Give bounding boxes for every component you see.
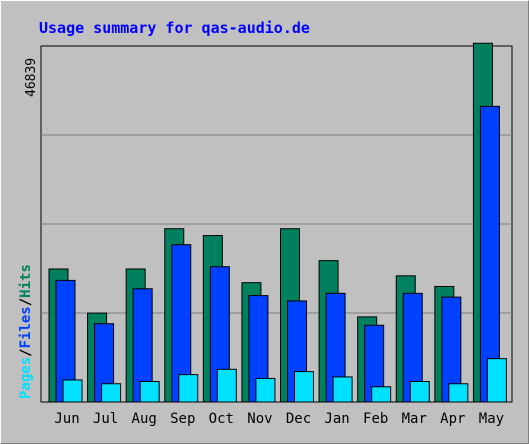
y-max-label: 46839 bbox=[24, 58, 39, 97]
bar-files bbox=[479, 105, 500, 403]
x-tick-label: Nov bbox=[247, 411, 272, 427]
bar-pages bbox=[62, 379, 83, 403]
bar-pages bbox=[294, 371, 314, 403]
legend-separator: / bbox=[18, 298, 34, 306]
x-tick-label: Sep bbox=[170, 411, 195, 427]
x-tick-label: Mar bbox=[402, 411, 427, 427]
x-tick-label: Jul bbox=[93, 411, 118, 427]
x-tick-label: Oct bbox=[209, 411, 234, 427]
x-tick-label: Feb bbox=[363, 411, 388, 427]
bar-pages bbox=[139, 380, 160, 403]
bar-pages bbox=[409, 380, 430, 403]
bar-pages bbox=[255, 377, 276, 403]
bar-pages bbox=[101, 383, 122, 403]
legend-hits: Hits bbox=[18, 264, 34, 298]
x-tick-label: Dec bbox=[286, 411, 311, 427]
x-tick-label: Jun bbox=[54, 411, 79, 427]
chart-title: Usage summary for qas-audio.de bbox=[39, 19, 310, 37]
x-tick-label: Apr bbox=[440, 411, 465, 427]
bars bbox=[48, 42, 507, 403]
bar-pages bbox=[216, 368, 237, 403]
bar-pages bbox=[332, 376, 353, 403]
bar-pages bbox=[486, 358, 507, 403]
x-tick-label: Jan bbox=[324, 411, 349, 427]
bar-pages bbox=[371, 386, 392, 403]
grid-lines bbox=[41, 134, 512, 314]
legend-separator: / bbox=[18, 348, 34, 356]
x-tick-label: Aug bbox=[132, 411, 157, 427]
x-tick-labels: Jun Jul Aug Sep Oct Nov Dec Jan Feb Mar Apr May bbox=[54, 411, 504, 427]
bar-pages bbox=[448, 383, 469, 403]
x-tick-label: May bbox=[479, 411, 504, 427]
legend-files: Files bbox=[18, 306, 34, 348]
bar-pages bbox=[178, 374, 199, 403]
legend-pages: Pages bbox=[18, 357, 34, 399]
legend: Pages/Files/Hits bbox=[18, 264, 34, 399]
